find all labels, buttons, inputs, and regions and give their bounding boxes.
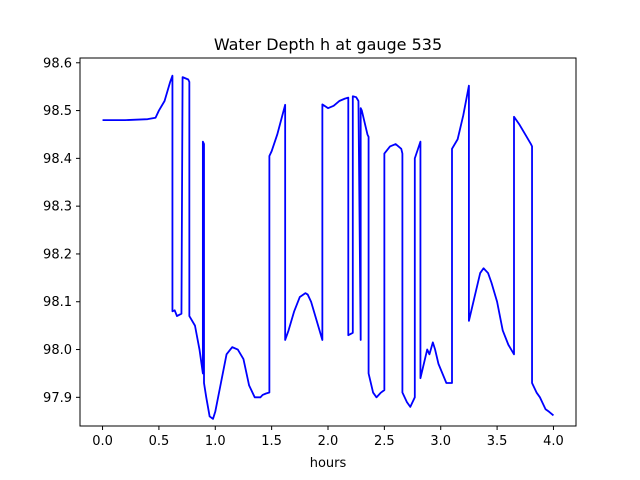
x-tick-label: 0.0 [92, 434, 113, 449]
x-tick-label: 2.5 [374, 434, 395, 449]
x-tick-label: 1.0 [205, 434, 226, 449]
x-tick-label: 2.0 [318, 434, 339, 449]
series-line-0 [102, 74, 555, 420]
y-tick-label: 98.0 [43, 343, 72, 358]
y-tick-label: 98.1 [43, 295, 72, 310]
y-axis: 97.9 98.0 98.1 98.2 98.3 98.4 98.5 98.6 [43, 56, 80, 406]
x-axis-label: hours [310, 456, 347, 471]
y-tick-label: 98.3 [43, 200, 72, 215]
x-tick-label: 0.5 [149, 434, 170, 449]
plot-area [102, 74, 555, 420]
x-tick-label: 4.0 [543, 434, 564, 449]
y-tick-label: 98.4 [43, 152, 72, 167]
y-tick-label: 98.5 [43, 104, 72, 119]
x-tick-label: 3.5 [487, 434, 508, 449]
y-tick-label: 97.9 [43, 391, 72, 406]
x-tick-label: 1.5 [261, 434, 282, 449]
chart-title: Water Depth h at gauge 535 [214, 35, 442, 54]
x-axis: 0.0 0.5 1.0 1.5 2.0 2.5 3.0 3.5 4.0 [92, 426, 564, 449]
y-tick-label: 98.2 [43, 247, 72, 262]
y-tick-label: 98.6 [43, 56, 72, 71]
x-tick-label: 3.0 [430, 434, 451, 449]
